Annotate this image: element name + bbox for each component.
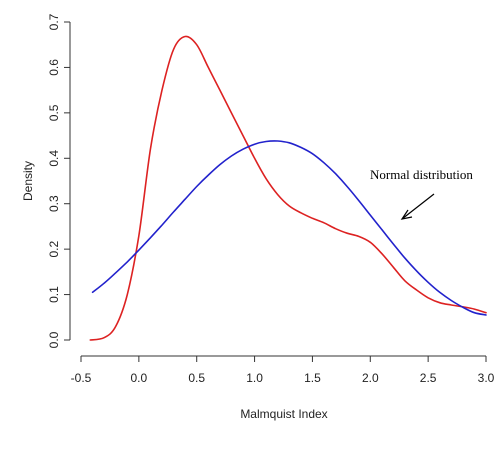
y-tick-label: 0.7	[47, 13, 61, 30]
y-tick-label: 0.2	[47, 240, 61, 257]
x-tick-label: -0.5	[71, 371, 92, 385]
x-tick-label: 2.0	[362, 371, 379, 385]
x-tick-label: 0.0	[131, 371, 148, 385]
x-tick-label: 2.5	[420, 371, 437, 385]
x-tick-label: 0.5	[188, 371, 205, 385]
y-axis-title: Density	[21, 161, 35, 201]
x-axis-title: Malmquist Index	[240, 407, 327, 421]
x-tick-label: 3.0	[478, 371, 495, 385]
x-tick-label: 1.5	[304, 371, 321, 385]
y-tick-label: 0.5	[47, 104, 61, 121]
y-ticks: 0.0 0.1 0.2 0.3 0.4 0.5 0.6 0.7	[47, 13, 70, 348]
y-tick-label: 0.3	[47, 195, 61, 212]
annotation-arrow	[400, 193, 435, 220]
density-curve-2	[91, 140, 487, 316]
series-layer	[89, 35, 487, 341]
density-curve-1	[89, 35, 487, 341]
axes	[69, 22, 486, 357]
y-tick-label: 0.0	[47, 331, 61, 348]
y-tick-label: 0.6	[47, 59, 61, 76]
annotation-text: Normal distribution	[370, 167, 473, 182]
x-tick-label: 1.0	[246, 371, 263, 385]
x-ticks: -0.5 0.0 0.5 1.0 1.5 2.0 2.5 3.0	[71, 356, 495, 385]
y-tick-label: 0.4	[47, 150, 61, 167]
y-tick-label: 0.1	[47, 286, 61, 303]
